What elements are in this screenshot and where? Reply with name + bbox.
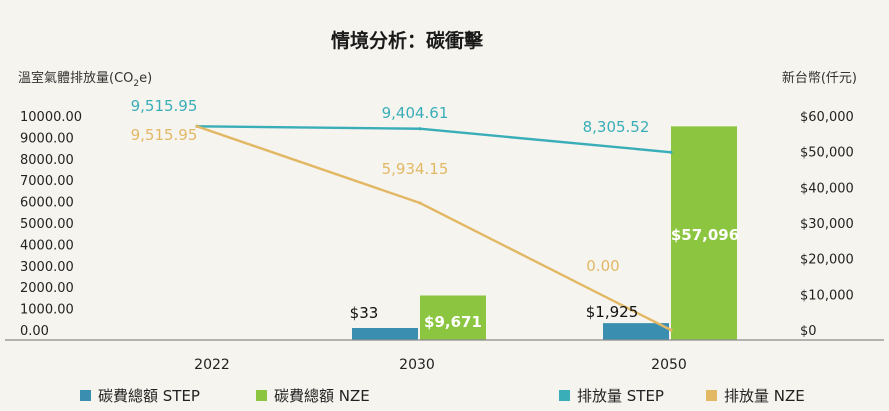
left-tick-label: 5000.00	[20, 217, 74, 232]
left-tick-label: 8000.00	[20, 153, 74, 168]
left-tick-label: 3000.00	[20, 260, 74, 275]
nze-cost-label: $9,671	[424, 313, 482, 331]
legend-swatch	[256, 390, 267, 401]
category-label: 2030	[399, 357, 435, 373]
left-axis-title-main: 溫室氣體排放量(CO	[18, 70, 133, 86]
point-emission-step	[669, 150, 673, 154]
right-tick-label: $40,000	[800, 181, 854, 196]
legend-item: 碳費總額 STEP	[80, 387, 200, 405]
legend-label: 碳費總額 STEP	[98, 387, 200, 405]
nze-cost-label: $57,096	[671, 226, 739, 244]
right-axis-title: 新台幣(仟元)	[782, 70, 857, 86]
right-tick-label: $50,000	[800, 146, 854, 161]
bar-nze	[671, 126, 737, 340]
bar-series	[352, 126, 737, 340]
category-label: 2022	[194, 357, 230, 373]
left-axis-title-sub: 2	[133, 79, 139, 89]
bar-step	[603, 323, 669, 340]
legend-label: 排放量 NZE	[724, 387, 805, 405]
bar-nze	[420, 295, 486, 340]
point-emission-step	[418, 127, 422, 131]
left-tick-label: 10000.00	[20, 110, 82, 125]
step-emission-label: 8,305.52	[583, 118, 650, 136]
left-tick-label: 4000.00	[20, 238, 74, 253]
left-axis-title: 溫室氣體排放量(CO2e)	[18, 70, 152, 89]
bar-step	[352, 328, 418, 340]
chart-title: 情境分析：碳衝擊	[331, 29, 484, 52]
point-emission-nze	[418, 201, 422, 205]
right-tick-label: $10,000	[800, 288, 854, 303]
legend: 碳費總額 STEP 碳費總額 NZE 排放量 STEP 排放量 NZE	[80, 387, 805, 405]
category-label: 2050	[651, 357, 687, 373]
legend-item: 碳費總額 NZE	[256, 387, 370, 405]
left-tick-label: 6000.00	[20, 196, 74, 211]
legend-swatch	[706, 390, 717, 401]
left-axis-ticks: 10000.00 9000.00 8000.00 7000.00 6000.00 5000…	[20, 110, 82, 339]
left-tick-label: 0.00	[20, 324, 49, 339]
point-emission-nze	[195, 124, 199, 128]
left-tick-label: 1000.00	[20, 303, 74, 318]
step-cost-label: $1,925	[586, 303, 639, 321]
left-axis-title-end: e)	[139, 71, 152, 86]
right-tick-label: $30,000	[800, 217, 854, 232]
left-tick-label: 7000.00	[20, 174, 74, 189]
step-cost-label: $33	[350, 304, 379, 322]
legend-label: 排放量 STEP	[577, 387, 664, 405]
right-axis-ticks: $60,000 $50,000 $40,000 $30,000 $20,000 $10,0…	[800, 110, 854, 339]
left-tick-label: 9000.00	[20, 131, 74, 146]
data-labels: 9,515.95 9,404.61 8,305.52 9,515.95 5,934.15…	[131, 97, 740, 331]
step-emission-label: 9,404.61	[382, 104, 449, 122]
point-emission-nze	[669, 328, 673, 332]
category-labels: 2022 2030 2050	[194, 357, 687, 373]
legend-swatch	[559, 390, 570, 401]
right-tick-label: $20,000	[800, 253, 854, 268]
nze-emission-label: 9,515.95	[131, 126, 198, 144]
nze-emission-label: 0.00	[586, 257, 619, 275]
legend-swatch	[80, 390, 91, 401]
line-series	[195, 124, 673, 332]
right-tick-label: $60,000	[800, 110, 854, 125]
nze-emission-label: 5,934.15	[382, 160, 449, 178]
legend-label: 碳費總額 NZE	[274, 387, 370, 405]
legend-item: 排放量 STEP	[559, 387, 664, 405]
legend-item: 排放量 NZE	[706, 387, 805, 405]
left-tick-label: 2000.00	[20, 281, 74, 296]
right-tick-label: $0	[800, 324, 817, 339]
step-emission-label: 9,515.95	[131, 97, 198, 115]
